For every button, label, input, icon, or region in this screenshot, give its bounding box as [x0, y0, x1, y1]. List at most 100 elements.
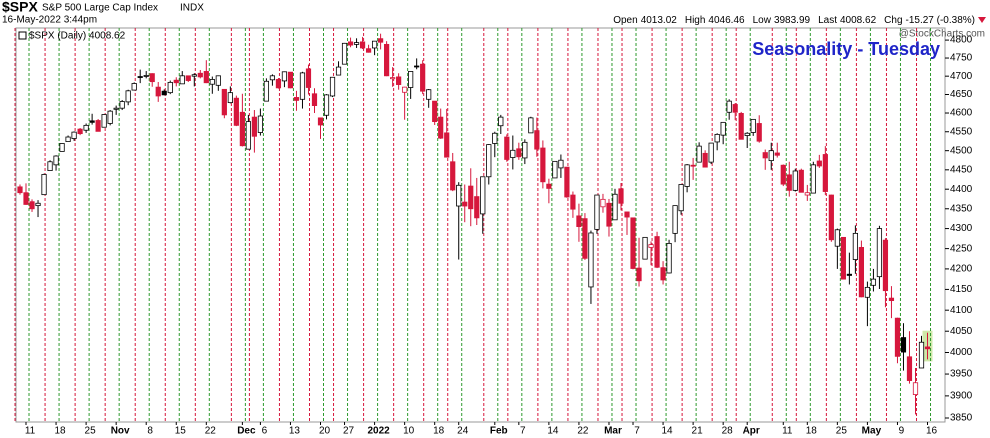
candle-body [846, 273, 852, 276]
x-tick-label: 14 [547, 426, 559, 437]
candle-body [492, 132, 498, 144]
x-tick-label: 28 [722, 426, 734, 437]
y-tick-label: 4150 [950, 284, 973, 295]
candle-body [888, 297, 895, 302]
x-tick-label: Feb [490, 426, 508, 437]
candle-body [648, 244, 654, 248]
candle-body [77, 128, 83, 135]
watermark: @StockCharts.com [899, 29, 985, 40]
candle-body [251, 116, 257, 137]
candle-body [203, 71, 209, 84]
date: 16-May-2022 3:44pm [2, 15, 97, 26]
candle-body [600, 198, 606, 208]
candle-body [462, 201, 468, 207]
y-tick-label: 4800 [950, 35, 973, 46]
candle-body [756, 123, 762, 142]
candle-body [444, 132, 450, 158]
candle-body [149, 73, 155, 83]
candle-body [329, 76, 336, 97]
candle-body [786, 174, 792, 191]
candle-body [768, 150, 774, 162]
candle-body [155, 86, 161, 97]
x-tick-label: 14 [662, 426, 674, 437]
candle-body [257, 115, 264, 133]
x-tick-label: 25 [836, 426, 848, 437]
candle-body [744, 132, 750, 136]
x-tick-label: 22 [577, 426, 589, 437]
candle-body [179, 75, 185, 85]
candle-body [365, 48, 372, 53]
candle-body [702, 152, 708, 168]
candle-body [822, 154, 828, 192]
candle-body [834, 229, 840, 247]
candle-body [576, 215, 582, 227]
candle-body [630, 217, 636, 269]
candle-body [35, 202, 41, 207]
x-tick-label: 13 [289, 426, 301, 437]
x-tick-label: Nov [111, 426, 130, 437]
y-tick-label: 4000 [950, 347, 973, 358]
x-tick-label: 7 [634, 426, 640, 437]
candle-body [347, 41, 354, 46]
candle-body [906, 356, 913, 381]
candle-body [564, 166, 570, 198]
y-tick-label: 3850 [950, 413, 973, 424]
y-tick-label: 4700 [950, 71, 973, 82]
y-tick-label: 4650 [950, 89, 973, 100]
candle-body [540, 147, 546, 183]
candle-body [191, 74, 197, 77]
candle-body [17, 186, 23, 194]
candle-body [774, 152, 780, 156]
candle-body [269, 75, 276, 81]
candle-body [221, 88, 227, 116]
candle-body [197, 72, 203, 78]
down-arrow [978, 17, 986, 23]
candle-body [912, 382, 919, 395]
candle-body [341, 42, 348, 65]
candle-body [666, 242, 672, 274]
candle-body [408, 71, 414, 88]
candle-body [173, 79, 179, 84]
candle-body [684, 164, 690, 187]
candle-body [23, 192, 29, 205]
candle-body [804, 192, 810, 196]
candle-body [924, 346, 931, 350]
candle-body [618, 188, 624, 204]
quote-value: 4046.46 [708, 15, 745, 26]
exchange: INDX [180, 3, 204, 14]
candle-body [263, 80, 270, 102]
candle-body [83, 124, 89, 131]
candle-body [137, 76, 143, 78]
candle-body [227, 92, 233, 104]
candle-body [894, 317, 901, 357]
x-tick-label: 18 [433, 426, 445, 437]
candle-body [275, 79, 282, 89]
candle-body [534, 130, 540, 150]
candle-body [287, 71, 294, 89]
x-tick-label: 27 [343, 426, 355, 437]
candle-body [738, 112, 744, 140]
y-tick-label: 3900 [950, 391, 973, 402]
candle-body [810, 164, 816, 194]
candle-body [185, 75, 191, 81]
candle-body [113, 107, 119, 110]
candle-body [498, 116, 504, 127]
candle-body [852, 232, 858, 260]
y-tick-label: 4400 [950, 184, 973, 195]
candle-body [281, 71, 288, 82]
candle-body [690, 164, 696, 167]
x-tick-label: 8 [147, 426, 153, 437]
candle-body [732, 104, 738, 113]
quote-label: Low [753, 15, 772, 26]
candle-body [450, 161, 456, 191]
candle-body [396, 76, 402, 85]
quote-label: Open [613, 15, 637, 26]
x-tick-label: 10 [403, 426, 415, 437]
candle-body [660, 267, 666, 281]
candle-body [215, 75, 221, 86]
candle-body [47, 161, 53, 171]
candle-body [167, 81, 173, 94]
candle-body [882, 239, 889, 292]
candle-body [582, 218, 588, 259]
